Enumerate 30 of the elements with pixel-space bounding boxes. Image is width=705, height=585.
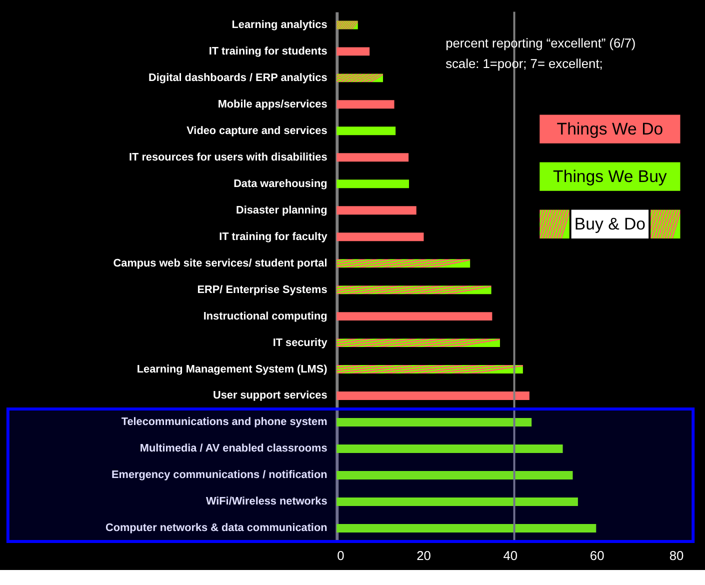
y-tick-label: Learning Management System (LMS) [136,363,328,376]
y-tick-label: Multimedia / AV enabled classrooms [140,442,328,455]
y-tick-label: Data warehousing [234,178,328,190]
y-tick-label: Digital dashboards / ERP analytics [148,72,328,84]
y-tick-label: Mobile apps/services [218,98,328,110]
y-tick-label: Emergency communications / notification [112,469,328,482]
y-tick-label: ERP/ Enterprise Systems [197,284,328,296]
y-tick-label: IT training for faculty [219,230,328,243]
y-tick-label: Video capture and services [186,124,328,137]
x-tick-label: 40 [503,548,518,563]
y-tick-label: IT training for students [208,45,328,58]
y-tick-label: WiFi/Wireless networks [206,496,328,508]
annotation: scale: 1=poor; 7= excellent; [446,56,603,72]
y-tick-label: User support services [213,390,328,402]
x-tick-label: 20 [416,548,431,563]
y-tick-label: Telecommunications and phone system [121,416,328,428]
y-tick-label: Campus web site services/ student portal [113,257,328,270]
text: Things We Do [556,119,664,138]
y-tick-label: Computer networks & data communication [105,522,328,534]
y-tick-label: IT resources for users with disabilities [129,151,328,164]
y-tick-label: Instructional computing [203,310,328,322]
x-tick-label: 80 [669,548,684,563]
y-tick-label: Learning analytics [232,18,328,31]
text: Things We Buy [553,167,668,186]
x-tick-label: 0 [337,548,344,563]
y-tick-label: Disaster planning [236,204,328,216]
annotation: percent reporting “excellent” (6/7) [446,35,636,50]
x-tick-label: 60 [590,548,604,563]
y-tick-label: IT security [272,336,328,349]
legend-label: Buy & Do [574,214,646,234]
